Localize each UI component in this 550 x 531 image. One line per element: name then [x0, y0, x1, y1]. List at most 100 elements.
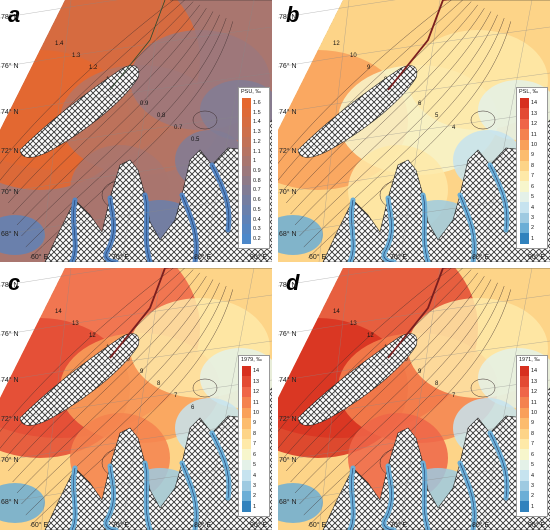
longitude-label: 70° E — [112, 522, 130, 529]
longitude-label: 70° E — [390, 254, 408, 261]
panel-label: b — [286, 2, 300, 27]
colorbar-legend: 1979, ‰ 14 13 12 11 10 9 8 7 6 5 4 3 2 1 — [238, 355, 270, 517]
colorbar-tick-label: 0.2 — [253, 236, 261, 243]
colorbar-swatch — [520, 160, 529, 171]
contour-label: 7 — [452, 393, 456, 399]
colorbar-swatch — [242, 459, 251, 471]
colorbar-tick-label: 2 — [531, 225, 535, 232]
colorbar-tick-label: 11 — [531, 131, 537, 138]
transect-line — [387, 0, 451, 91]
colorbar-swatch — [242, 438, 251, 450]
colorbar-swatch — [520, 470, 529, 481]
colorbar-tick-label: 0.5 — [253, 206, 261, 213]
colorbar-tick-label: 11 — [253, 399, 259, 406]
colorbar-tick-label: 10 — [531, 409, 538, 416]
colorbar-tick-label: 7 — [253, 441, 257, 448]
colorbar-swatch — [242, 185, 251, 196]
colorbar-tick-label: 1.4 — [253, 119, 261, 126]
colorbar-swatch — [242, 136, 251, 147]
contour-label: 0.9 — [140, 101, 149, 107]
contour-label: 1.2 — [89, 65, 98, 71]
contour-label: 12 — [367, 333, 374, 339]
contour-label: 9 — [140, 369, 144, 375]
colorbar-swatch — [242, 234, 251, 244]
longitude-label: 60° E — [309, 254, 327, 261]
map-panel-c: 14131211109876c78° N76° N74° N72° N70° N… — [0, 268, 272, 530]
latitude-label: 70° N — [279, 457, 297, 464]
colorbar-tick-label: 0.7 — [253, 187, 261, 194]
longitude-label: 60° E — [31, 522, 49, 529]
latitude-label: 68° N — [1, 231, 19, 238]
colorbar-tick-label: 6 — [253, 451, 257, 458]
colorbar-tick-label: 3 — [531, 482, 535, 489]
longitude-label: 70° E — [112, 254, 130, 261]
colorbar-swatch — [520, 407, 529, 419]
colorbar-swatch — [520, 181, 529, 192]
colorbar-tick-label: 0.3 — [253, 226, 261, 233]
colorbar-tick-label: 14 — [531, 100, 538, 107]
latitude-label: 72° N — [1, 148, 19, 155]
colorbar-swatch — [520, 418, 529, 429]
latitude-label: 78° N — [279, 282, 297, 289]
map-canvas: 1.4 1.3 1.2 1.1 1 0.9 0.8 0.7 0.5 — [0, 0, 272, 262]
legend-title: PSL, ‰ — [519, 89, 538, 95]
colorbar-swatch — [242, 214, 251, 225]
colorbar-swatch — [520, 233, 529, 244]
colorbar-swatch — [520, 223, 529, 234]
latitude-label: 78° N — [1, 14, 19, 21]
latitude-label: 68° N — [1, 499, 19, 506]
colorbar-tick-label: 1 — [253, 503, 257, 510]
contour-label: 0.8 — [157, 113, 166, 119]
colorbar-swatch — [242, 376, 251, 387]
colorbar-swatch — [520, 118, 529, 130]
contour-label: 12 — [333, 41, 340, 47]
colorbar-tick-label: 8 — [531, 162, 535, 169]
contour-label: 7 — [174, 393, 178, 399]
colorbar-swatch — [520, 191, 529, 203]
latitude-label: 76° N — [1, 331, 19, 338]
latitude-label: 74° N — [279, 109, 297, 116]
colorbar-tick-label: 4 — [531, 472, 535, 479]
colorbar-swatch — [242, 470, 251, 481]
map-panel-a: 1.4 1.3 1.2 1.1 1 0.9 0.8 0.7 0.5 a78° N 76° N 74° … — [0, 0, 272, 262]
colorbar-swatch — [520, 376, 529, 387]
transect-line — [387, 268, 451, 359]
graticule — [0, 268, 272, 530]
colorbar-tick-label: 9 — [253, 420, 257, 427]
latitude-label: 78° N — [1, 282, 19, 289]
colorbar-swatch — [520, 480, 529, 492]
colorbar-tick-label: 12 — [253, 389, 260, 396]
longitude-label: 70° E — [390, 522, 408, 529]
colorbar-swatch — [520, 449, 529, 460]
colorbar-tick-label: 1.2 — [253, 138, 261, 145]
latitude-label: 76° N — [279, 63, 297, 70]
colorbar-swatch — [520, 170, 529, 182]
colorbar-tick-label: 4 — [253, 472, 257, 479]
contour-label: 13 — [350, 321, 357, 327]
panel-label: c — [8, 270, 21, 295]
colorbar-swatch — [520, 366, 529, 377]
colorbar-tick-label: 7 — [531, 441, 535, 448]
contour-label: 4 — [452, 125, 456, 131]
panel-label: d — [286, 270, 300, 295]
legend-title: 1971, ‰ — [519, 357, 540, 363]
contour-label: 14 — [333, 309, 340, 315]
colorbar-swatch — [242, 156, 251, 167]
colorbar-tick-label: 1 — [253, 158, 257, 165]
colorbar-swatch — [520, 98, 529, 109]
colorbar-swatch — [520, 397, 529, 408]
latitude-label: 76° N — [1, 63, 19, 70]
colorbar-swatch — [520, 491, 529, 502]
latitude-label: 70° N — [279, 189, 297, 196]
contour-label: 6 — [418, 101, 422, 107]
colorbar-swatch — [242, 418, 251, 429]
contour-label: 13 — [72, 321, 79, 327]
latitude-label: 74° N — [1, 377, 19, 384]
panel-label: a — [8, 2, 21, 27]
colorbar-tick-label: 3 — [531, 214, 535, 221]
longitude-label: 80° E — [472, 254, 490, 261]
colorbar-swatch — [242, 98, 251, 108]
colorbar-tick-label: 11 — [531, 399, 537, 406]
